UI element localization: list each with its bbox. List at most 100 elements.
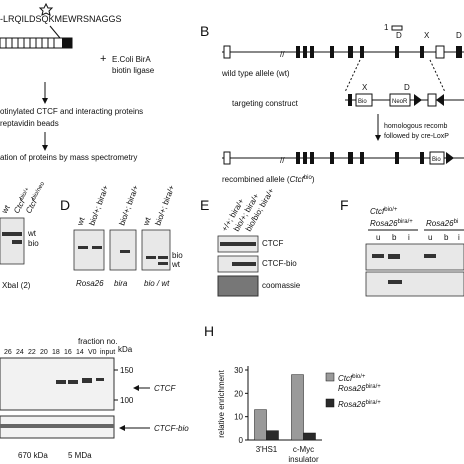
- shape: [303, 152, 307, 164]
- text-part: bira/+: [398, 219, 414, 225]
- shape: [223, 45, 231, 59]
- site: X: [424, 31, 430, 40]
- lane-header: wt: [75, 215, 87, 227]
- text-part: Ctcf: [24, 198, 39, 215]
- lane-header: bio/+; bira/+: [87, 184, 110, 227]
- lane: u: [376, 233, 380, 242]
- text-part: Rosa26: [370, 219, 398, 228]
- ligase: biotin ligase: [112, 66, 155, 75]
- ligase: E.Coli BirA: [112, 55, 151, 64]
- fraction: V0: [88, 349, 97, 356]
- step: reptavidin beads: [0, 119, 59, 128]
- size: 5 MDa: [68, 451, 92, 460]
- fraction-title: fraction no.: [78, 337, 118, 346]
- band-label: wt: [27, 229, 37, 238]
- site: D: [396, 31, 402, 40]
- shape: [391, 25, 403, 31]
- footer: XbaI (2): [2, 281, 31, 290]
- fraction: 22: [28, 349, 36, 356]
- note: followed by cre-LoxP: [384, 133, 449, 140]
- shape: [310, 46, 314, 58]
- shape: [348, 46, 353, 58]
- shape: [424, 254, 436, 258]
- shape: [56, 380, 66, 384]
- text-part: bio: [304, 175, 313, 181]
- genotype: Rosa26bi: [426, 219, 458, 228]
- sequence: -LRQILDSQKMEWRSNAGGS: [0, 14, 122, 24]
- band-label: bio: [172, 251, 183, 260]
- shape: [427, 93, 437, 107]
- shape: [12, 240, 22, 244]
- allele-label: wild type allele (wt): [221, 69, 290, 78]
- cassette: NeoR: [392, 99, 408, 105]
- band-label: wt: [171, 260, 181, 269]
- panel-label: F: [340, 197, 349, 213]
- shape: [310, 152, 314, 164]
- legend-text: Rosa26: [338, 400, 366, 409]
- text-part: Rosa26: [426, 219, 454, 228]
- shape: [414, 94, 422, 106]
- shape: [232, 262, 256, 266]
- cassette: Bio: [432, 157, 441, 163]
- y-tick-label: 30: [234, 366, 243, 375]
- lane: i: [408, 233, 410, 242]
- x-tick-label: c-Myc: [293, 445, 314, 454]
- marker: 150: [120, 366, 134, 375]
- legend-label: Rosa26bira/+: [338, 400, 381, 409]
- note: homologous recomb: [384, 123, 448, 130]
- panel-label: D: [60, 197, 70, 213]
- marker: 100: [120, 396, 134, 405]
- shape: [365, 271, 464, 297]
- legend-swatch: [325, 372, 335, 382]
- text-part: recombined allele (: [222, 175, 290, 184]
- shape: [388, 280, 402, 284]
- break: //: [280, 50, 285, 59]
- shape: [49, 25, 61, 39]
- shape: [429, 151, 445, 165]
- site: D: [404, 83, 410, 92]
- genotype: Rosa26bira/+: [370, 219, 413, 228]
- shape: [120, 250, 130, 253]
- shape: [62, 38, 72, 48]
- shape: [348, 94, 352, 106]
- shape: [217, 275, 259, 297]
- text-part: Ctcf: [370, 207, 385, 216]
- shape: [296, 46, 300, 58]
- fractions: 26 24 22 20 18 16 14 V0 input: [4, 349, 115, 356]
- y-axis-label: relative enrichment: [217, 369, 226, 437]
- text-part: bio/+: [384, 207, 398, 213]
- shape: [330, 46, 334, 58]
- shape: [78, 246, 88, 249]
- shape: [158, 256, 168, 259]
- row-label: coomassie: [262, 281, 301, 290]
- lane-header: wt: [0, 203, 12, 216]
- step: ation of proteins by mass spectrometry: [0, 153, 137, 162]
- fraction: 18: [52, 349, 60, 356]
- legend-sup: bira/+: [366, 400, 382, 406]
- bar: [291, 374, 304, 441]
- legend-label: Ctcfbio/+: [338, 374, 366, 383]
- shape: [348, 152, 353, 164]
- shape: [96, 378, 104, 381]
- shape: [158, 262, 168, 265]
- fraction: input: [100, 349, 115, 356]
- shape: [68, 380, 78, 384]
- shape: [436, 94, 444, 106]
- band-label: bio: [28, 239, 39, 248]
- shape: [5, 38, 55, 48]
- shape: [446, 152, 454, 164]
- footer: bira: [114, 279, 128, 288]
- lane-header: Ctcfbio/neo: [24, 181, 49, 215]
- panel-label: H: [204, 323, 214, 339]
- shape: [456, 46, 462, 58]
- construct-label: targeting construct: [232, 99, 299, 108]
- size: 670 kDa: [18, 451, 48, 460]
- shape: [395, 152, 399, 164]
- legend-text: Rosa26: [338, 384, 366, 393]
- footer: Rosa26: [76, 279, 104, 288]
- footer: bio / wt: [144, 279, 170, 288]
- row-label: CTCF-bio: [262, 259, 297, 268]
- panel-label: B: [200, 23, 209, 39]
- x-tick-label: insulator: [288, 455, 319, 464]
